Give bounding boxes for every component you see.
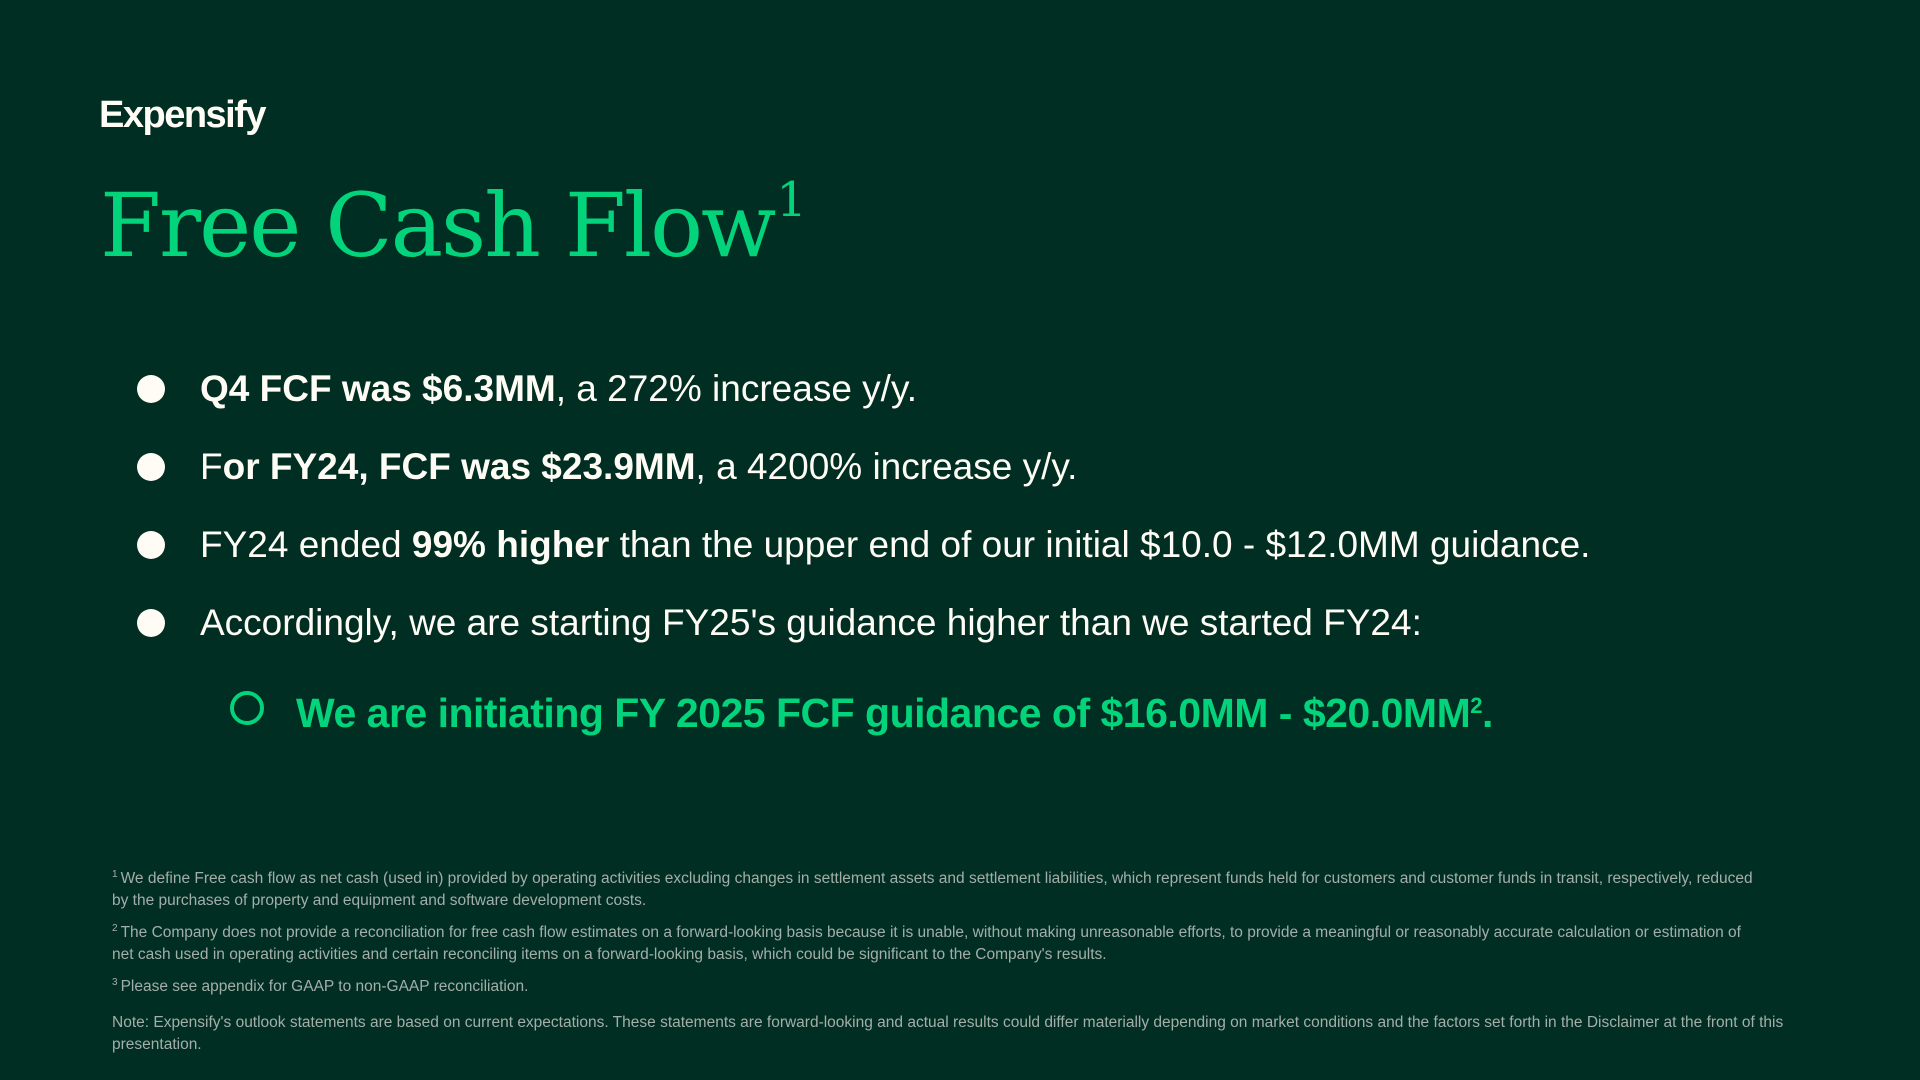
- bullet-text: , a 4200% increase y/y.: [695, 446, 1078, 487]
- sub-bullet-end: .: [1481, 690, 1493, 736]
- footnote: 2 The Company does not provide a reconcil…: [112, 918, 1762, 966]
- bullet-text: 99% higher: [411, 524, 610, 565]
- footnote: 3 Please see appendix for GAAP to non-GAA…: [112, 972, 1762, 998]
- title-footnote-ref: 1: [776, 172, 807, 228]
- title-text: Free Cash Flow: [100, 174, 776, 277]
- footnote-text: We define Free cash flow as net cash (us…: [112, 870, 1753, 909]
- bullet-dot: [137, 453, 165, 481]
- footnote-marker: 2: [112, 923, 118, 934]
- bullet: FY24 ended 99% higher than the upper end…: [135, 519, 1590, 597]
- bullet-dot: [137, 609, 165, 637]
- bullet-text: than the upper end of our initial $10.0 …: [609, 524, 1591, 565]
- footnote-marker: 1: [112, 869, 118, 880]
- sub-bullet-text: We are initiating FY 2025 FCF guidance o…: [296, 690, 1471, 736]
- footnote-marker: 3: [112, 977, 118, 988]
- footnote-text: The Company does not provide a reconcili…: [112, 924, 1741, 963]
- footnotes: 1 We define Free cash flow as net cash (u…: [112, 864, 1762, 1004]
- bullet: Q4 FCF was $6.3MM, a 272% increase y/y.: [135, 363, 1590, 441]
- bullet-dot: [137, 531, 165, 559]
- logo: Expensify: [99, 94, 267, 136]
- sub-bullet: We are initiating FY 2025 FCF guidance o…: [230, 680, 1493, 739]
- slide-title: Free Cash Flow1: [100, 172, 807, 277]
- bullet-text: F: [200, 446, 223, 487]
- bullet: For FY24, FCF was $23.9MM, a 4200% incre…: [135, 441, 1590, 519]
- bullet-dot: [137, 375, 165, 403]
- footnote-text: Please see appendix for GAAP to non-GAAP…: [120, 978, 529, 995]
- sub-bullet-footnote-ref: 2: [1470, 693, 1482, 718]
- footnote: 1 We define Free cash flow as net cash (u…: [112, 864, 1762, 912]
- sub-bullet-marker: [230, 691, 264, 725]
- bullet-text: or FY24, FCF was $23.9MM: [222, 446, 696, 487]
- bullet-text: FY24 ended: [200, 524, 412, 565]
- bullet: Accordingly, we are starting FY25's guid…: [135, 597, 1590, 675]
- bullet-text: Q4 FCF was $6.3MM: [200, 368, 556, 409]
- bullet-text: Accordingly, we are starting FY25's guid…: [200, 602, 1422, 643]
- bullet-text: , a 272% increase y/y.: [555, 368, 917, 409]
- bullet-list: Q4 FCF was $6.3MM, a 272% increase y/y. F…: [135, 363, 1590, 675]
- disclaimer-note: Note: Expensify's outlook statements are…: [112, 1014, 1784, 1053]
